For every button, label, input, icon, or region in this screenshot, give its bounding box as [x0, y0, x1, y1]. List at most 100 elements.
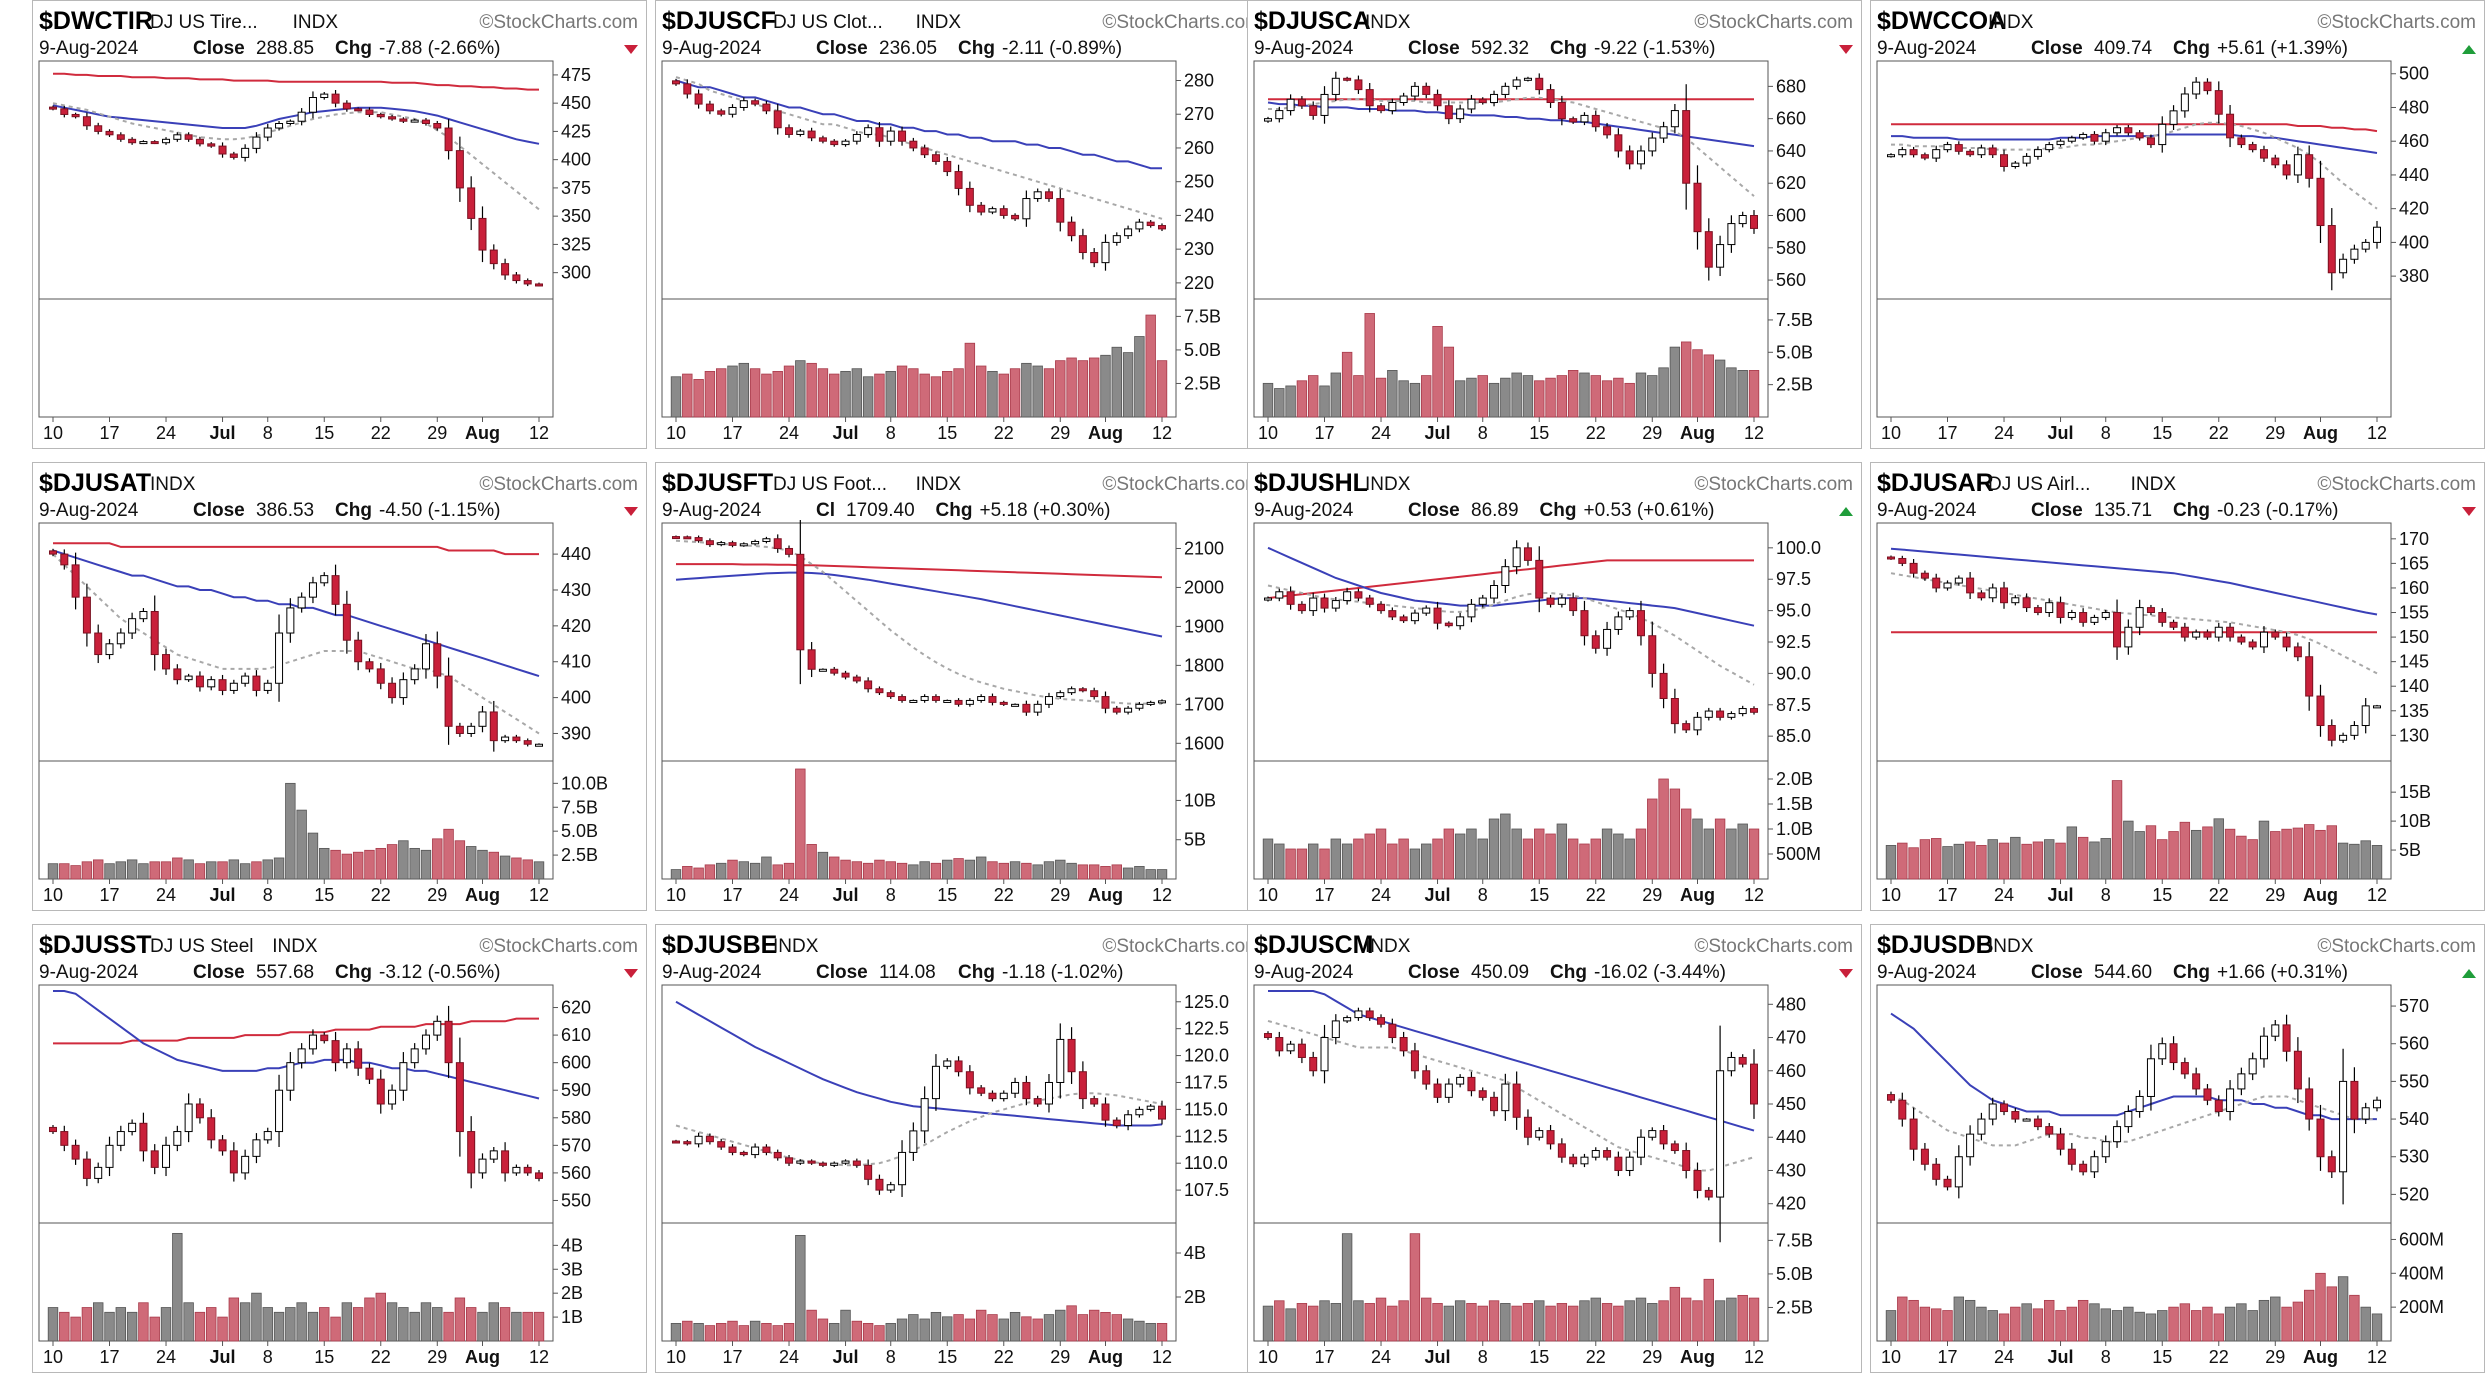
candle [1704, 231, 1713, 268]
chart-panel[interactable]: $DJUSCM INDX ©StockCharts.com 9-Aug-2024 Clo… [1247, 924, 1862, 1373]
candle [1569, 597, 1578, 612]
chart-panel[interactable]: $DWCTIR DJ US Tire... INDX ©StockCharts.com… [32, 0, 647, 449]
chart-exchange: INDX [2131, 474, 2177, 495]
volume-bar [2337, 1276, 2349, 1342]
volume-bar [454, 840, 466, 880]
volume-bar [716, 368, 727, 418]
candle [2214, 1099, 2223, 1113]
close-label: Close [2031, 38, 2083, 59]
candle [71, 1144, 80, 1160]
x-tick-label: 15 [2152, 1347, 2172, 1367]
chart-panel[interactable]: $DWCCOA INDX ©StockCharts.com 9-Aug-2024 Clo… [1870, 0, 2485, 449]
candle [898, 1151, 907, 1186]
volume-bar [817, 368, 829, 418]
candle [1263, 1033, 1273, 1039]
y-tick-label: 570 [2399, 996, 2429, 1016]
vol-tick-label: 2.5B [1184, 373, 1221, 393]
candle [433, 1020, 442, 1036]
volume-bar [1421, 375, 1432, 418]
x-tick-label: 17 [99, 1347, 119, 1367]
chart-panel[interactable]: $DJUSHL INDX ©StockCharts.com 9-Aug-2024 Clo… [1247, 462, 1862, 911]
x-tick-label: 22 [2209, 423, 2229, 443]
candle [1932, 577, 1941, 589]
close-value: 1709.40 [846, 500, 915, 521]
candle [762, 1146, 771, 1153]
y-tick-label: 92.5 [1776, 632, 1811, 652]
volume-bar [862, 1322, 874, 1342]
volume-bar [1375, 1297, 1387, 1342]
volume-bar [1262, 382, 1274, 418]
candle [954, 1060, 963, 1073]
candle [1954, 1156, 1963, 1188]
volume-bar [1511, 828, 1522, 880]
candle [1738, 708, 1747, 715]
candle [1433, 607, 1442, 624]
candle [218, 145, 227, 155]
candle [60, 108, 69, 115]
volume-bar [364, 849, 375, 880]
volume-bar [998, 373, 1009, 418]
y-tick-label: 150 [2399, 627, 2429, 647]
chart-panel[interactable]: $DJUSBE INDX ©StockCharts.com 9-Aug-2024 Clo… [655, 924, 1270, 1373]
candle [796, 1160, 805, 1164]
candle [965, 699, 974, 705]
y-tick-label: 155 [2399, 603, 2429, 623]
volume-bar [1534, 1300, 1545, 1342]
volume-bar [319, 847, 330, 880]
candle [1749, 215, 1759, 229]
candle [841, 672, 850, 678]
volume-bar [1703, 828, 1714, 880]
volume-bar [194, 863, 206, 880]
candle [2192, 81, 2201, 95]
up-arrow-icon [2462, 969, 2476, 978]
chart-panel[interactable]: $DJUSDB INDX ©StockCharts.com 9-Aug-2024 Clo… [1870, 924, 2485, 1373]
chart-panel[interactable]: $DJUSST DJ US Steel INDX ©StockCharts.com 9-… [32, 924, 647, 1373]
watermark: ©StockCharts.com [2317, 936, 2476, 957]
volume-bar [1635, 1297, 1647, 1342]
candle [162, 1144, 171, 1168]
chart-date: 9-Aug-2024 [662, 38, 762, 59]
chart-date: 9-Aug-2024 [662, 962, 762, 983]
volume-bar [1511, 372, 1522, 418]
volume-bar [1330, 838, 1342, 880]
candle [1557, 1143, 1566, 1158]
chart-panel[interactable]: $DJUSFT DJ US Foot... INDX ©StockCharts.com… [655, 462, 1270, 911]
volume-bar [953, 368, 964, 418]
chart-panel[interactable]: $DJUSAR DJ US Airl... INDX ©StockCharts.com… [1870, 462, 2485, 911]
candle [2180, 626, 2189, 638]
candle [1490, 1096, 1499, 1112]
candle [1377, 105, 1386, 112]
x-tick-label: 15 [937, 1347, 957, 1367]
volume-bar [1466, 828, 1477, 880]
volume-bar [1009, 861, 1021, 880]
candle [489, 711, 498, 742]
candle [433, 123, 442, 129]
candle [1478, 98, 1487, 104]
y-tick-label: 420 [561, 616, 591, 636]
volume-bar [1032, 1318, 1043, 1342]
y-tick-label: 470 [1776, 1028, 1806, 1048]
volume-bar [1145, 1322, 1156, 1342]
candle [275, 123, 284, 129]
watermark: ©StockCharts.com [1102, 936, 1261, 957]
candle [1636, 150, 1645, 165]
candle [717, 542, 726, 546]
chart-exchange: INDX [1365, 474, 1411, 495]
volume-bar [2044, 839, 2055, 880]
vol-tick-label: 7.5B [561, 797, 598, 817]
y-tick-label: 400 [561, 150, 591, 170]
y-tick-label: 440 [561, 544, 591, 564]
chart-panel[interactable]: $DJUSCA INDX ©StockCharts.com 9-Aug-2024 Clo… [1247, 0, 1862, 449]
candle [263, 682, 272, 691]
x-tick-label: 12 [1744, 1347, 1764, 1367]
chart-panel[interactable]: $DJUSAT INDX ©StockCharts.com 9-Aug-2024 Clo… [32, 462, 647, 911]
volume-bar [1454, 380, 1466, 418]
watermark: ©StockCharts.com [2317, 474, 2476, 495]
x-tick-label: 17 [1314, 1347, 1334, 1367]
chart-panel[interactable]: $DJUSCF DJ US Clot... INDX ©StockCharts.com… [655, 0, 1270, 449]
candle [931, 1065, 940, 1100]
volume-bar [2371, 845, 2383, 880]
volume-bar [1088, 864, 1100, 880]
volume-bar [386, 1302, 398, 1342]
candle [2259, 149, 2268, 159]
